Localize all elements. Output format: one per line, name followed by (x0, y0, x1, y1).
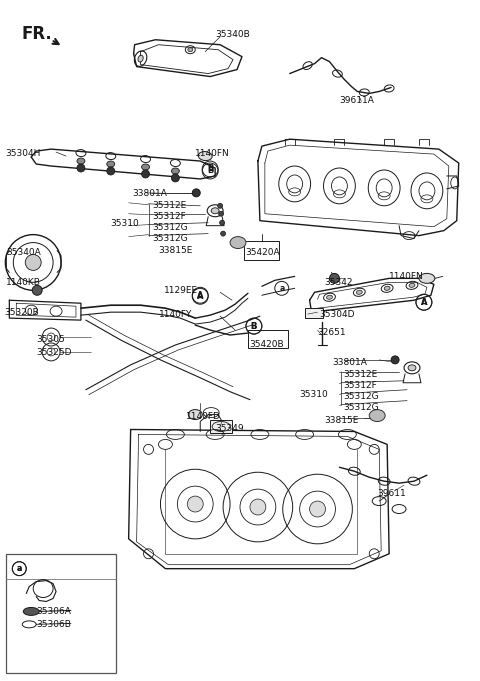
Text: B: B (207, 165, 214, 174)
Circle shape (218, 211, 224, 217)
Bar (244, 240, 279, 260)
Text: A: A (420, 298, 427, 306)
Text: 35349: 35349 (215, 424, 244, 432)
Ellipse shape (409, 283, 415, 287)
Ellipse shape (142, 164, 150, 170)
Text: 1140FN: 1140FN (195, 149, 230, 158)
Text: 33815E: 33815E (324, 415, 359, 424)
Circle shape (192, 189, 200, 197)
Ellipse shape (230, 236, 246, 249)
Ellipse shape (138, 55, 143, 62)
Circle shape (32, 285, 42, 296)
Bar (6, 554, 116, 673)
Text: 33801A: 33801A (333, 358, 367, 367)
Text: A: A (197, 291, 204, 300)
Ellipse shape (384, 286, 390, 290)
Circle shape (221, 231, 226, 236)
Circle shape (250, 499, 266, 515)
Text: 1140KB: 1140KB (6, 279, 41, 287)
Text: A: A (420, 298, 427, 306)
Circle shape (329, 273, 339, 283)
Ellipse shape (171, 168, 180, 174)
Text: 35312G: 35312G (343, 392, 379, 400)
Text: 35304D: 35304D (320, 310, 355, 319)
Ellipse shape (356, 290, 362, 294)
Text: 35305: 35305 (36, 335, 65, 344)
Text: 35420A: 35420A (245, 247, 279, 257)
Text: 35310: 35310 (300, 390, 328, 398)
Text: a: a (279, 284, 284, 293)
Text: 35312F: 35312F (343, 381, 377, 390)
Bar (248, 330, 288, 348)
Bar (305, 308, 323, 318)
Text: a: a (17, 564, 22, 573)
Text: B: B (251, 321, 257, 330)
Ellipse shape (326, 296, 333, 299)
Ellipse shape (211, 208, 219, 214)
Text: 35310: 35310 (111, 219, 140, 227)
Text: 39611: 39611 (377, 489, 406, 498)
Bar (210, 419, 232, 434)
Circle shape (142, 170, 150, 178)
Text: 35312E: 35312E (343, 370, 378, 379)
Text: 35340B: 35340B (215, 30, 250, 39)
Text: 35342: 35342 (324, 279, 353, 287)
Text: 1129EE: 1129EE (165, 286, 199, 296)
Text: 35312E: 35312E (153, 201, 187, 210)
Ellipse shape (198, 152, 212, 161)
Ellipse shape (408, 365, 416, 371)
Text: 35420B: 35420B (249, 340, 284, 349)
Text: 35304H: 35304H (5, 149, 41, 158)
Text: FR.: FR. (21, 25, 52, 43)
Text: B: B (251, 321, 257, 330)
Ellipse shape (107, 161, 115, 167)
Circle shape (171, 174, 180, 182)
Text: 35312G: 35312G (153, 234, 188, 242)
Text: 1140FN: 1140FN (389, 272, 424, 281)
Text: 32651: 32651 (318, 328, 346, 337)
Text: B: B (207, 166, 214, 176)
Text: 35312G: 35312G (343, 402, 379, 411)
Text: 35312G: 35312G (153, 223, 188, 232)
Circle shape (217, 204, 223, 208)
Text: 35340A: 35340A (6, 247, 41, 257)
Circle shape (391, 356, 399, 364)
Text: 35312F: 35312F (153, 212, 186, 221)
Ellipse shape (188, 48, 193, 52)
Text: a: a (17, 564, 22, 573)
Ellipse shape (77, 158, 85, 164)
Text: 33801A: 33801A (132, 189, 168, 198)
Ellipse shape (369, 409, 385, 422)
Circle shape (25, 255, 41, 270)
Text: 1140FD: 1140FD (186, 411, 221, 421)
Ellipse shape (188, 409, 202, 419)
Text: 35325D: 35325D (36, 348, 72, 357)
Circle shape (220, 220, 225, 225)
Circle shape (107, 167, 115, 175)
Circle shape (187, 496, 203, 512)
Ellipse shape (419, 273, 435, 283)
Text: 35306B: 35306B (36, 620, 71, 629)
Text: A: A (197, 291, 204, 301)
Text: 33815E: 33815E (158, 246, 193, 255)
Text: 39611A: 39611A (339, 97, 374, 106)
Circle shape (310, 501, 325, 517)
Ellipse shape (23, 607, 39, 616)
Text: 1140FY: 1140FY (158, 310, 192, 319)
Circle shape (77, 164, 85, 172)
Text: 35306A: 35306A (36, 607, 71, 616)
Text: 35320B: 35320B (4, 308, 39, 317)
